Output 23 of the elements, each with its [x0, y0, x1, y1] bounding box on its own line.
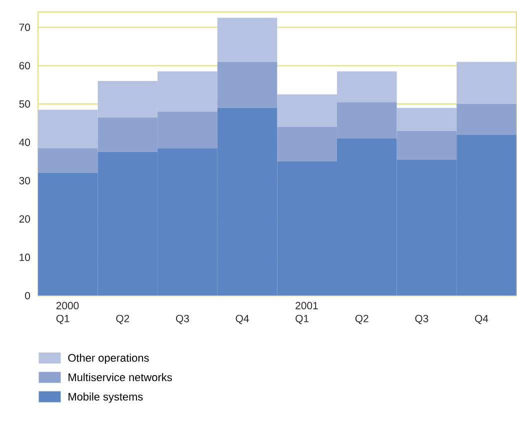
y-tick-label: 0 [25, 292, 30, 300]
x-tick-label: Q3 [176, 315, 189, 324]
legend-label: Mobile systems [68, 392, 143, 403]
legend-label: Other operations [68, 354, 149, 364]
y-tick-label: 20 [19, 216, 30, 223]
bar [396, 108, 457, 132]
x-tick-label: Q3 [415, 315, 428, 324]
x-tick-label: 2001 Q1 [296, 302, 318, 324]
x-tick-label: Q4 [475, 315, 488, 324]
x-tick-label: Q2 [355, 315, 368, 324]
y-tick-label: 60 [19, 62, 30, 70]
x-tick-label: Q4 [236, 315, 249, 324]
legend-label: Multiservice networks [68, 373, 172, 382]
y-tick-label: 50 [19, 100, 30, 108]
bar [217, 62, 278, 108]
y-tick-label: 40 [19, 138, 30, 146]
y-tick-label: 70 [19, 24, 30, 32]
bar [456, 62, 516, 104]
x-tick-label: Q2 [116, 315, 130, 324]
y-tick-label: 10 [20, 254, 30, 262]
y-tick-label: 30 [19, 177, 30, 185]
bar [217, 18, 278, 62]
x-tick-label: 2000 Q1 [56, 302, 79, 324]
